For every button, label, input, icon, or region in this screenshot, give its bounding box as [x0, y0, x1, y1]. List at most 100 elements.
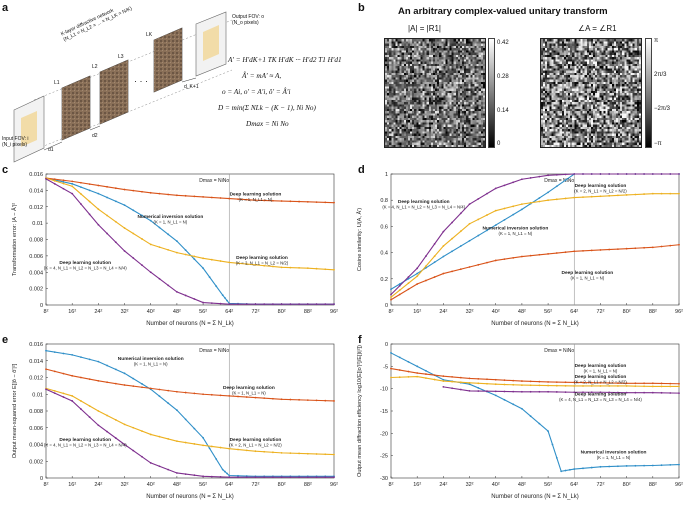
x-tick-label: 32² — [466, 309, 474, 315]
series-point-yellow — [547, 199, 549, 202]
series-point-yellow — [433, 378, 436, 381]
series-point-orange — [494, 259, 497, 262]
series-point-orange — [71, 180, 74, 183]
series-point-blue — [608, 465, 611, 468]
series-point-yellow — [477, 382, 480, 385]
series-point-yellow — [71, 185, 74, 188]
annotation-subtitle: (K = 1, N_L1 = N) — [571, 276, 605, 281]
annotation-subtitle: (K = 1, N_L1 = N) — [232, 391, 266, 396]
series-point-purple — [298, 476, 300, 479]
series-point-blue — [407, 277, 410, 280]
series-point-purple — [582, 391, 584, 394]
series-point-purple — [555, 173, 558, 176]
series-point-orange — [564, 251, 567, 254]
annotation-subtitle: (K = 4, N_L1 = N_L2 = N_L3 = N_L4 = N/4) — [44, 443, 127, 448]
series-point-yellow — [80, 400, 82, 402]
series-point-blue — [390, 352, 392, 354]
series-point-purple — [141, 264, 143, 267]
series-point-purple — [132, 449, 135, 452]
series-point-yellow — [306, 452, 309, 455]
series-point-yellow — [494, 209, 497, 212]
x-tick-label: 8² — [389, 482, 394, 488]
series-point-purple — [451, 221, 453, 224]
y-tick-label: 0 — [40, 303, 43, 309]
series-point-yellow — [167, 248, 170, 251]
series-point-blue — [512, 213, 515, 216]
series-point-purple — [53, 392, 56, 395]
layer-1-texture — [62, 76, 90, 140]
annotation-title: Numerical inversion solution — [118, 356, 184, 362]
annotation-subtitle: (K = 4, N_L1 = N_L2 = N_L3 = N_L4 = N/4) — [44, 266, 127, 271]
x-tick-label: 56² — [199, 482, 207, 488]
series-point-purple — [141, 455, 143, 458]
series-point-purple — [219, 302, 222, 305]
series-point-blue — [88, 358, 91, 361]
series-point-blue — [477, 387, 480, 389]
series-point-orange — [45, 368, 47, 371]
series-point-yellow — [202, 257, 204, 260]
series-point-purple — [298, 303, 300, 306]
series-point-purple — [617, 391, 619, 394]
series-point-purple — [245, 303, 248, 306]
series-point-orange — [324, 399, 327, 402]
series-point-yellow — [486, 214, 488, 216]
annotation-subtitle: (K = 1, N_L1 = N) — [499, 231, 533, 236]
series-point-orange — [62, 179, 65, 182]
x-tick-label: 8² — [44, 309, 49, 315]
series-point-purple — [468, 203, 471, 206]
series-point-purple — [634, 391, 637, 394]
series-point-blue — [228, 474, 231, 477]
y-tick-label: 0.008 — [29, 238, 43, 244]
series-point-yellow — [660, 192, 663, 195]
series-point-orange — [184, 194, 187, 197]
dmax-label: Dmax = NiNo — [544, 348, 574, 354]
layer-label-3: L3 — [118, 54, 124, 60]
series-point-blue — [106, 364, 108, 367]
series-point-purple — [45, 388, 47, 391]
series-point-purple — [106, 232, 108, 235]
series-point-blue — [555, 185, 558, 188]
x-tick-label: 16² — [68, 309, 76, 315]
series-point-yellow — [219, 260, 222, 262]
series-point-purple — [53, 182, 56, 185]
series-point-purple — [228, 303, 231, 306]
x-tick-label: 56² — [544, 482, 552, 488]
series-point-yellow — [634, 385, 637, 388]
series-point-blue — [617, 465, 619, 468]
series-point-blue — [494, 224, 497, 226]
series-point-blue — [555, 457, 558, 459]
series-point-purple — [599, 391, 602, 394]
series-point-orange — [521, 380, 523, 382]
eq-dmax: Dmax = Ni No — [246, 120, 289, 128]
x-tick-label: 88² — [304, 309, 312, 315]
series-point-orange — [53, 370, 56, 373]
series-point-orange — [451, 270, 453, 273]
series-point-orange — [62, 372, 65, 375]
series-point-blue — [521, 407, 523, 410]
series-line-blue — [45, 177, 334, 305]
series-point-yellow — [669, 192, 672, 195]
series-point-purple — [669, 173, 672, 175]
series-point-purple — [669, 392, 672, 394]
y-tick-label: 0.8 — [380, 198, 388, 204]
series-point-purple — [651, 173, 654, 175]
series-point-blue — [71, 353, 74, 356]
series-point-orange — [477, 263, 480, 266]
series-point-orange — [669, 382, 672, 385]
series-point-yellow — [407, 376, 410, 378]
axis-line-bottom — [33, 69, 233, 151]
series-point-orange — [280, 200, 283, 202]
x-tick-label: 48² — [173, 309, 181, 315]
series-point-yellow — [132, 232, 135, 235]
series-point-orange — [106, 381, 108, 384]
series-line-yellow — [390, 193, 679, 298]
series-point-purple — [193, 298, 196, 300]
series-point-orange — [573, 381, 576, 384]
series-point-orange — [123, 384, 126, 386]
series-point-orange — [167, 193, 170, 196]
x-tick-label: 8² — [44, 482, 49, 488]
series-point-purple — [123, 250, 126, 252]
series-point-purple — [280, 303, 283, 306]
series-point-purple — [660, 391, 663, 394]
series-point-yellow — [678, 385, 680, 388]
